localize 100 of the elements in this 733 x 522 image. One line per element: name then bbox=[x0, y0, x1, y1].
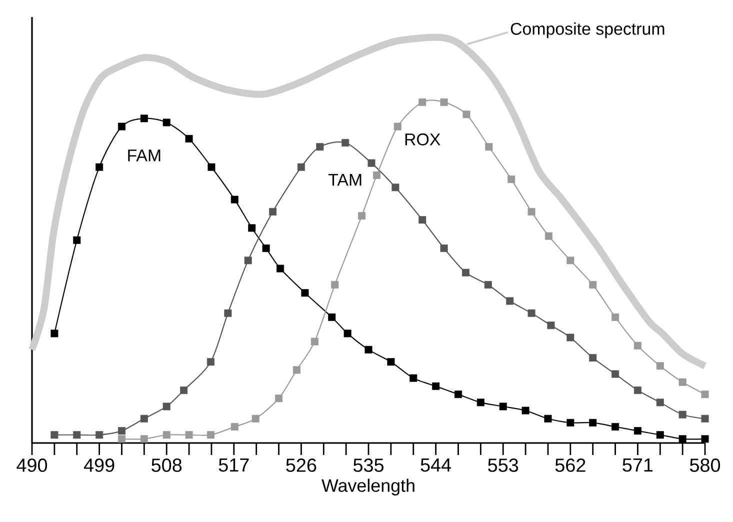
point bbox=[418, 216, 426, 224]
point bbox=[206, 358, 214, 366]
point bbox=[394, 122, 402, 130]
point bbox=[331, 281, 339, 289]
point bbox=[410, 374, 418, 382]
point bbox=[656, 431, 664, 439]
x-tick-label: 571 bbox=[622, 458, 653, 472]
x-tick-label: 535 bbox=[353, 458, 384, 472]
x-axis-title: Wavelength bbox=[322, 478, 414, 496]
point bbox=[224, 309, 232, 317]
point bbox=[372, 171, 380, 179]
point bbox=[462, 268, 470, 276]
point bbox=[140, 414, 148, 422]
point bbox=[522, 406, 530, 414]
point bbox=[180, 386, 188, 394]
point bbox=[508, 176, 516, 184]
point bbox=[544, 232, 552, 240]
legend-label: Composite spectrum bbox=[510, 22, 664, 38]
point bbox=[316, 143, 324, 151]
point bbox=[118, 435, 126, 443]
point bbox=[701, 435, 709, 443]
point bbox=[206, 431, 214, 439]
x-tick-label: 526 bbox=[286, 458, 316, 472]
point bbox=[275, 394, 283, 402]
point bbox=[301, 289, 309, 297]
point bbox=[528, 309, 536, 317]
point bbox=[185, 134, 193, 142]
point bbox=[328, 313, 336, 321]
point bbox=[230, 196, 238, 204]
point bbox=[499, 402, 507, 410]
point bbox=[344, 330, 352, 338]
point bbox=[118, 427, 126, 435]
point bbox=[73, 236, 81, 244]
x-tick-label: 580 bbox=[690, 458, 720, 472]
point bbox=[634, 427, 642, 435]
point bbox=[528, 208, 536, 216]
point bbox=[342, 139, 350, 147]
x-tick-label: 499 bbox=[84, 458, 114, 472]
point bbox=[634, 342, 642, 350]
point bbox=[701, 414, 709, 422]
point bbox=[185, 431, 193, 439]
series-label: TAM bbox=[328, 174, 362, 186]
point bbox=[392, 184, 400, 192]
point bbox=[292, 366, 300, 374]
point bbox=[656, 398, 664, 406]
point bbox=[297, 163, 305, 171]
point bbox=[252, 414, 260, 422]
x-tick-label: 544 bbox=[420, 458, 452, 472]
point bbox=[387, 358, 395, 366]
point bbox=[50, 330, 58, 338]
point bbox=[566, 334, 574, 342]
point bbox=[612, 313, 620, 321]
series-label: FAM bbox=[128, 150, 160, 162]
point bbox=[589, 281, 597, 289]
point bbox=[612, 370, 620, 378]
point bbox=[678, 410, 686, 418]
point bbox=[269, 208, 277, 216]
series-label: ROX bbox=[405, 133, 440, 146]
x-tick-label: 553 bbox=[488, 458, 518, 472]
point bbox=[547, 322, 555, 330]
point bbox=[244, 256, 252, 264]
point bbox=[634, 386, 642, 394]
point bbox=[50, 431, 58, 439]
point bbox=[418, 98, 426, 106]
point bbox=[96, 431, 104, 439]
point bbox=[140, 435, 148, 443]
point bbox=[566, 418, 574, 426]
x-tick-label: 508 bbox=[152, 458, 182, 472]
point bbox=[230, 423, 238, 431]
point bbox=[678, 435, 686, 443]
point bbox=[162, 431, 170, 439]
point bbox=[678, 378, 686, 386]
point bbox=[162, 118, 170, 126]
point bbox=[506, 297, 514, 305]
point bbox=[118, 122, 126, 130]
point bbox=[440, 98, 448, 106]
x-tick-label: 562 bbox=[555, 458, 586, 472]
point bbox=[358, 212, 366, 220]
point bbox=[656, 362, 664, 370]
point bbox=[364, 346, 372, 354]
point bbox=[612, 423, 620, 431]
point bbox=[485, 143, 493, 151]
point bbox=[96, 163, 104, 171]
point bbox=[440, 244, 448, 252]
point bbox=[432, 382, 440, 390]
point bbox=[73, 431, 81, 439]
point bbox=[454, 390, 462, 398]
point bbox=[368, 159, 376, 167]
point bbox=[208, 163, 216, 171]
point bbox=[589, 418, 597, 426]
point bbox=[140, 114, 148, 122]
point bbox=[484, 281, 492, 289]
point bbox=[462, 110, 470, 118]
point bbox=[701, 390, 709, 398]
point bbox=[476, 398, 484, 406]
point bbox=[248, 224, 256, 232]
point bbox=[162, 402, 170, 410]
point bbox=[310, 338, 318, 346]
point bbox=[544, 414, 552, 422]
point bbox=[262, 244, 270, 252]
